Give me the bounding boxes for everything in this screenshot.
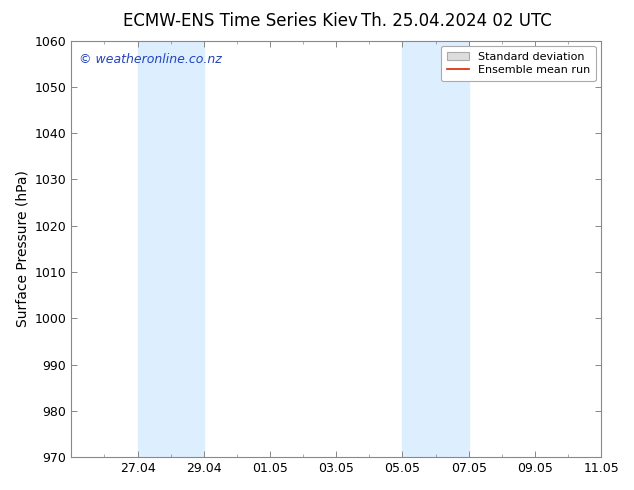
Bar <box>436 41 469 457</box>
Bar <box>171 41 204 457</box>
Text: © weatheronline.co.nz: © weatheronline.co.nz <box>79 53 222 66</box>
Text: Th. 25.04.2024 02 UTC: Th. 25.04.2024 02 UTC <box>361 12 552 30</box>
Bar <box>403 41 436 457</box>
Legend: Standard deviation, Ensemble mean run: Standard deviation, Ensemble mean run <box>441 46 595 81</box>
Text: ECMW-ENS Time Series Kiev: ECMW-ENS Time Series Kiev <box>124 12 358 30</box>
Bar <box>138 41 171 457</box>
Y-axis label: Surface Pressure (hPa): Surface Pressure (hPa) <box>15 171 29 327</box>
